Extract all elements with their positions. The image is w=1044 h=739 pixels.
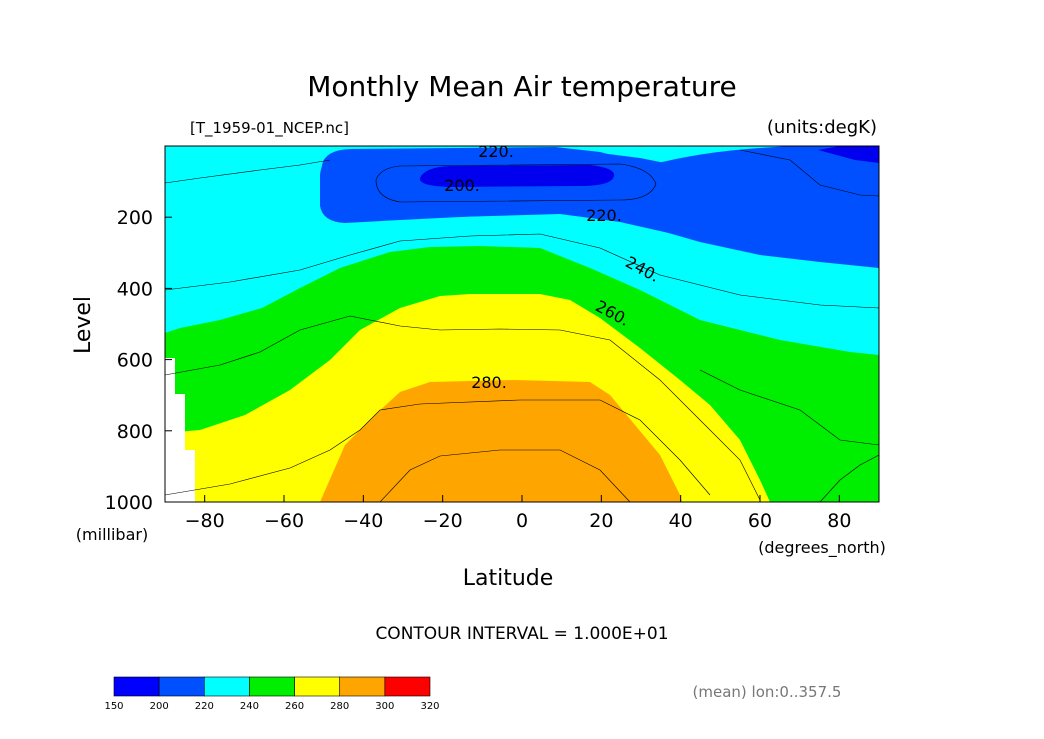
contour-line-thin (699, 369, 880, 446)
colorbar-label: 280 (330, 701, 349, 712)
colorbar-swatch (203, 676, 250, 697)
x-tick-label: 20 (589, 510, 613, 532)
y-axis: 200 400 600 800 1000 (105, 207, 172, 514)
colorbar-swatch (294, 676, 341, 697)
y-axis-title: Level (71, 296, 96, 354)
contour-label: 280. (471, 373, 507, 392)
colorbar-label: 220 (195, 701, 214, 712)
x-tick-label: −60 (264, 510, 304, 532)
x-tick-label: 80 (827, 510, 851, 532)
contour-line-thin (375, 163, 657, 203)
chart-title: Monthly Mean Air temperature (307, 70, 737, 103)
x-axis-title: Latitude (463, 566, 554, 591)
colorbar-swatch (158, 676, 205, 697)
colorbar-label: 200 (150, 701, 169, 712)
colorbar: 150 200 220 240 260 280 300 320 (104, 676, 440, 712)
band-200-220 (320, 146, 879, 243)
colorbar-swatch (249, 676, 295, 697)
band-280-300 (320, 380, 682, 502)
contour-label: 200. (444, 176, 480, 195)
contour-line-layer (164, 149, 880, 503)
colorbar-swatch (384, 676, 431, 697)
x-tick-label: −40 (343, 510, 383, 532)
colorbar-label: 300 (375, 701, 394, 712)
x-axis: −80 −60 −40 −20 0 20 40 60 80 (185, 495, 851, 532)
colorbar-label: 320 (420, 701, 439, 712)
band-below-200 (419, 165, 615, 187)
contour-interval-text: CONTOUR INTERVAL = 1.000E+01 (375, 624, 668, 644)
contour-line-thin (739, 149, 880, 197)
contour-line-thin (164, 233, 880, 309)
colorbar-label: 260 (285, 701, 304, 712)
colorbar-label: 240 (240, 701, 259, 712)
y-tick-label: 800 (117, 421, 153, 443)
missing-data-region (165, 358, 195, 502)
y-axis-units: (millibar) (76, 525, 148, 544)
contour-line-thin (164, 159, 331, 184)
contour-line-thin (379, 449, 631, 503)
x-tick-label: −80 (185, 510, 225, 532)
y-tick-label: 200 (117, 207, 153, 229)
file-label: [T_1959-01_NCEP.nc] (190, 119, 349, 138)
colorbar-label: 150 (104, 701, 123, 712)
contour-line-thin (164, 315, 761, 501)
contour-line-thin (164, 399, 711, 496)
contour-fill-layer (165, 146, 879, 502)
contour-line-thin (819, 454, 880, 503)
y-tick-label: 1000 (105, 492, 153, 514)
averaging-note: (mean) lon:0..357.5 (693, 683, 842, 701)
colorbar-swatch (339, 676, 386, 697)
contour-label: 220. (586, 206, 622, 225)
y-tick-label: 600 (117, 350, 153, 372)
colorbar-swatch (113, 676, 160, 697)
units-label: (units:degK) (767, 117, 877, 138)
x-tick-label: −20 (423, 510, 463, 532)
x-tick-label: 60 (748, 510, 772, 532)
x-axis-units: (degrees_north) (758, 538, 886, 558)
band-below-200-corner (818, 146, 879, 163)
x-tick-label: 0 (516, 510, 528, 532)
y-tick-label: 400 (117, 278, 153, 300)
x-tick-label: 40 (669, 510, 693, 532)
contour-label: 220. (478, 142, 514, 161)
